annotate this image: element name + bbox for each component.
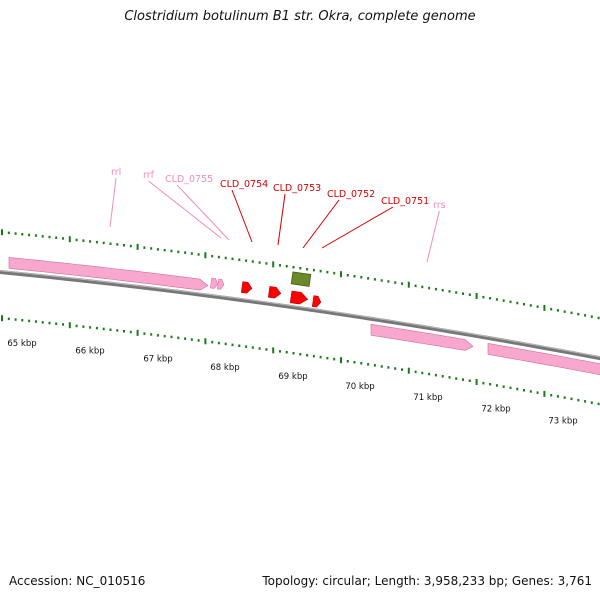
scale-label: 73 kbp (548, 416, 577, 426)
scale-label: 66 kbp (75, 346, 104, 356)
leader-line (277, 193, 286, 246)
feature-label: CLD_0754 (220, 179, 268, 190)
rrf-feature (210, 277, 219, 289)
rrs-feature-continued (487, 343, 600, 376)
cld-0753-feature (267, 286, 282, 299)
rrs-feature (370, 323, 474, 351)
feature-labels: rrl rrf CLD_0755 CLD_0754 CLD_0753 CLD_0752 CL… (111, 167, 446, 211)
feature-label: rrf (143, 170, 155, 181)
cld-0755-feature (217, 278, 225, 290)
accession-text: Accession: NC_010516 (9, 574, 146, 588)
backbone-highlight (0, 270, 600, 358)
rrl-feature (8, 257, 209, 291)
leader-line (231, 189, 253, 243)
leader-line (176, 184, 230, 241)
leader-line (109, 177, 117, 228)
label-leader-lines (109, 177, 440, 263)
cld-0754-feature (240, 281, 253, 294)
cld-0751-feature (311, 295, 322, 308)
scale-labels: 65 kbp 66 kbp 67 kbp 68 kbp 69 kbp 70 kbp 71 k… (7, 339, 577, 426)
scale-label: 70 kbp (345, 382, 374, 392)
leader-line (302, 199, 340, 249)
feature-track (8, 257, 600, 376)
scale-label: 65 kbp (7, 339, 36, 349)
leader-line (148, 180, 222, 239)
cld-0752-feature (289, 290, 309, 305)
backbone-line (0, 269, 600, 361)
leader-line (426, 210, 440, 263)
feature-label: CLD_0752 (327, 189, 375, 200)
feature-label: CLD_0753 (273, 183, 321, 194)
misc-feature-box (290, 271, 312, 287)
scale-label: 72 kbp (481, 404, 510, 414)
feature-label: CLD_0755 (165, 174, 213, 185)
scale-label: 71 kbp (413, 393, 442, 403)
feature-label: rrs (433, 200, 446, 211)
inner-tick-ring (1, 315, 600, 406)
topology-summary: Topology: circular; Length: 3,958,233 bp… (262, 574, 592, 588)
scale-label: 68 kbp (210, 363, 239, 373)
scale-label: 69 kbp (278, 372, 307, 382)
leader-line (321, 206, 394, 249)
genome-title: Clostridium botulinum B1 str. Okra, comp… (124, 9, 476, 24)
feature-label: rrl (111, 167, 121, 178)
scale-label: 67 kbp (143, 354, 172, 364)
outer-tick-ring (1, 229, 600, 320)
feature-label: CLD_0751 (381, 196, 429, 207)
genome-backbone (0, 269, 600, 361)
